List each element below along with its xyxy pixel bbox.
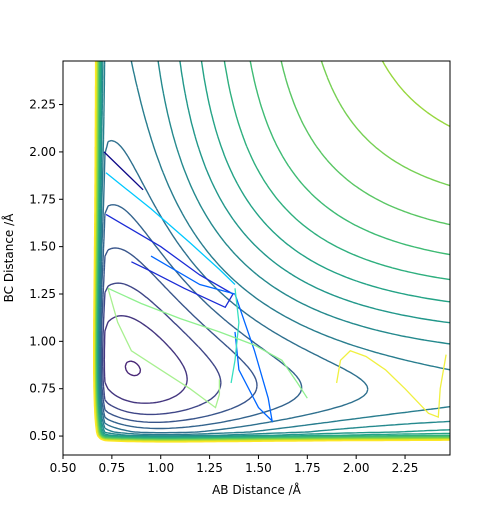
y-tick-label: 0.50 <box>29 429 56 443</box>
contour-level <box>98 61 450 436</box>
contour-level <box>124 360 142 377</box>
trajectory-line <box>107 288 221 409</box>
x-axis: 0.50 0.75 1.00 1.25 1.50 1.75 2.00 2.25 <box>50 455 419 475</box>
x-tick-label: 1.00 <box>147 461 174 475</box>
x-tick-label: 2.00 <box>343 461 370 475</box>
trajectory-line <box>230 288 240 384</box>
trajectory-line <box>335 350 447 419</box>
y-axis-label: BC Distance /Å <box>1 213 16 303</box>
x-tick-label: 1.75 <box>294 461 321 475</box>
x-tick-label: 1.50 <box>245 461 272 475</box>
contour-level <box>102 282 222 416</box>
trajectories <box>103 151 447 423</box>
y-tick-label: 0.75 <box>29 382 56 396</box>
x-tick-label: 0.75 <box>99 461 126 475</box>
contour-level <box>100 247 258 423</box>
contour-level <box>97 61 450 437</box>
contour-level <box>93 61 450 442</box>
y-tick-label: 1.75 <box>29 192 56 206</box>
contour-level <box>95 61 450 441</box>
x-tick-label: 1.25 <box>196 461 223 475</box>
trajectory-line <box>105 172 236 285</box>
trajectory-line <box>105 213 234 309</box>
contour-level <box>94 61 450 441</box>
contour-level <box>93 61 450 443</box>
trajectory-line <box>107 287 308 399</box>
x-tick-label: 0.50 <box>50 461 77 475</box>
x-axis-label: AB Distance /Å <box>212 482 302 497</box>
y-tick-label: 2.00 <box>29 145 56 159</box>
contour-level <box>99 204 303 430</box>
trajectory-line <box>150 255 274 423</box>
energy-contours <box>93 61 450 443</box>
plot-frame <box>62 60 451 456</box>
contour-level <box>93 61 450 443</box>
contour-level <box>95 61 450 440</box>
contour-level <box>99 139 369 434</box>
y-tick-label: 1.00 <box>29 334 56 348</box>
y-axis: 0.50 0.75 1.00 1.25 1.50 1.75 2.00 2.25 <box>29 98 63 443</box>
x-tick-label: 2.25 <box>392 461 419 475</box>
contour-level <box>94 61 450 442</box>
y-tick-label: 2.25 <box>29 98 56 112</box>
trajectory-line <box>103 151 144 191</box>
y-tick-label: 1.50 <box>29 240 56 254</box>
y-tick-label: 1.25 <box>29 287 56 301</box>
